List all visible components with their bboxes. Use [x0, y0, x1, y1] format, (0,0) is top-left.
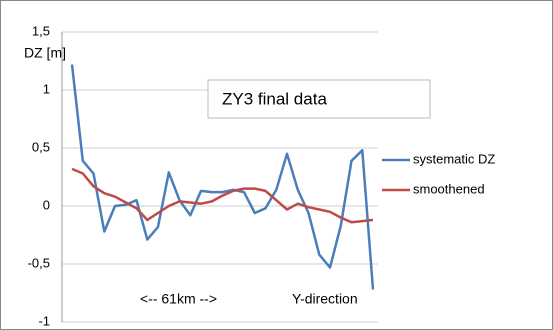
y-tick-label: 1 — [43, 81, 50, 96]
y-tick-label: 1,5 — [32, 23, 50, 38]
y-tick-label: -1 — [38, 313, 50, 328]
series-line — [70, 64, 375, 290]
annotation: <-- 61km --> — [140, 291, 217, 307]
annotation-box — [207, 79, 431, 119]
legend-label: smoothened — [413, 181, 485, 196]
legend-label: systematic DZ — [413, 151, 495, 166]
annotation: ZY3 final data — [222, 89, 327, 108]
y-tick-label: 0,5 — [32, 139, 50, 154]
y-tick-label: 0 — [43, 197, 50, 212]
series-line — [71, 167, 374, 224]
annotation: Y-direction — [292, 291, 358, 307]
y-axis-label: DZ [m] — [24, 45, 66, 61]
y-tick-label: -0,5 — [28, 255, 50, 270]
